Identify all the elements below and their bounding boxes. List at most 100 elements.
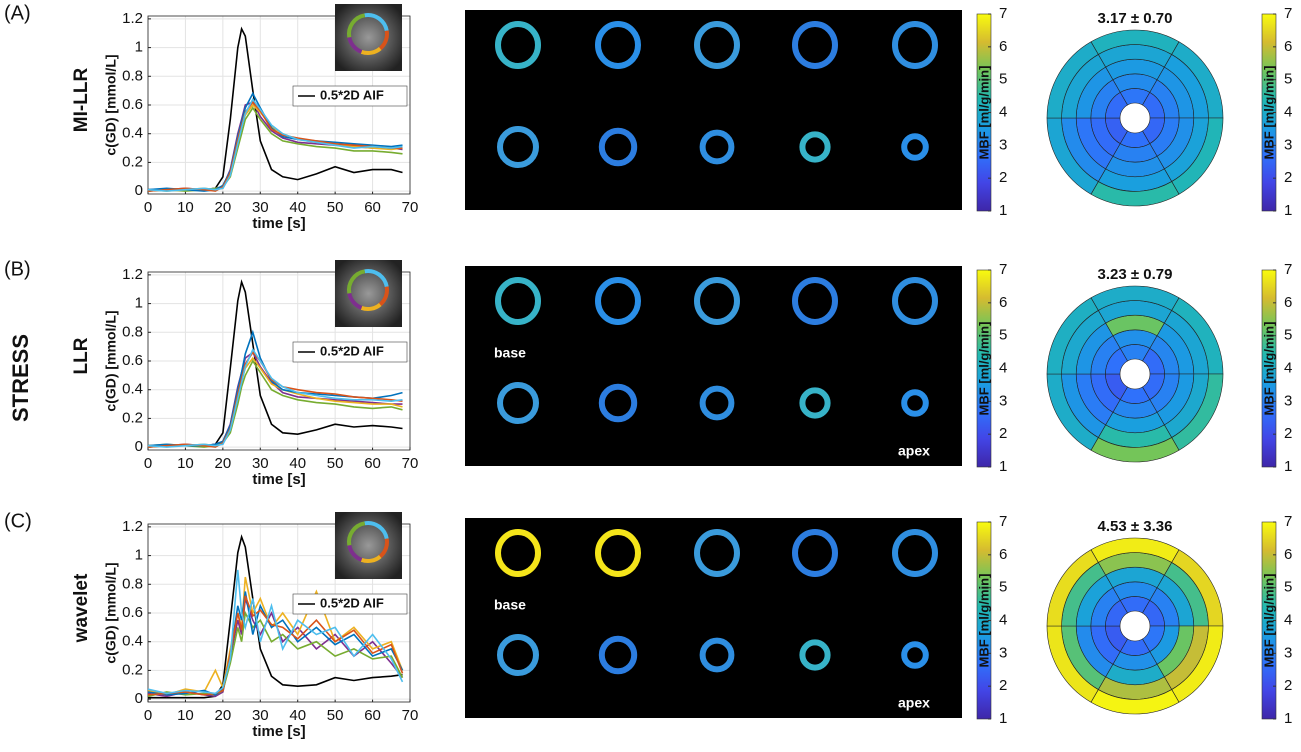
colorbar-label: MBF [ml/g/min]: [1261, 322, 1276, 416]
slice-ring: [901, 389, 929, 417]
colorbar-tick-label: 5: [999, 327, 1007, 344]
colorbar-tick-label: 7: [1284, 5, 1292, 22]
method-label: LLR: [71, 337, 92, 374]
colorbar-tick-label: 5: [1284, 71, 1292, 88]
x-tick-label: 50: [327, 199, 344, 216]
x-tick-label: 60: [364, 707, 381, 724]
y-tick-label: 0.6: [122, 352, 143, 369]
slice-ring: [699, 637, 735, 673]
x-tick-label: 70: [402, 455, 419, 472]
x-tick-label: 40: [289, 707, 306, 724]
slice-ring: [497, 634, 539, 676]
panel-label: (B): [4, 258, 31, 280]
slice-ring: [595, 21, 641, 69]
x-tick-label: 50: [327, 707, 344, 724]
colorbar-tick-label: 3: [1284, 644, 1292, 661]
x-tick-label: 20: [215, 199, 232, 216]
slice-label: apex: [898, 443, 930, 459]
slice-ring: [598, 383, 638, 423]
colorbar-tick-label: 3: [1284, 136, 1292, 153]
slice-ring: [892, 529, 938, 577]
x-tick-label: 0: [144, 199, 152, 216]
slice-ring: [495, 21, 541, 69]
x-axis-label: time [s]: [252, 723, 305, 740]
colorbar-tick-label: 7: [1284, 261, 1292, 278]
colorbar-tick-label: 5: [1284, 579, 1292, 596]
inset-arc: [360, 554, 382, 563]
colorbar-tick-label: 3: [999, 136, 1007, 153]
inset-arc: [360, 302, 382, 311]
x-axis-label: time [s]: [252, 215, 305, 232]
slice-ring: [892, 21, 938, 69]
inset-arc: [378, 30, 389, 51]
colorbar-tick-label: 3: [1284, 392, 1292, 409]
colorbar-tick-label: 2: [1284, 677, 1292, 694]
colorbar-tick-label: 4: [999, 103, 1007, 120]
inset-arc: [347, 544, 363, 562]
y-tick-label: 0.6: [122, 604, 143, 621]
colorbar-tick-label: 2: [999, 425, 1007, 442]
method-label: wavelet: [71, 573, 92, 643]
colorbar-tick-label: 3: [999, 644, 1007, 661]
inset-arc: [347, 292, 363, 310]
y-tick-label: 0.2: [122, 661, 143, 678]
colorbar-tick-label: 1: [1284, 458, 1292, 475]
slice-label: apex: [898, 695, 930, 711]
slice-ring: [495, 529, 541, 577]
colorbar-label: MBF [ml/g/min]: [976, 66, 991, 160]
inset-arc: [364, 13, 389, 32]
group-label: STRESS: [8, 334, 33, 422]
y-tick-label: 0.8: [122, 323, 143, 340]
colorbar-tick-label: 2: [999, 169, 1007, 186]
x-tick-label: 50: [327, 455, 344, 472]
slice-ring: [598, 127, 638, 167]
slice-ring: [497, 382, 539, 424]
legend-label: 0.5*2D AIF: [320, 595, 384, 610]
x-tick-label: 30: [252, 707, 269, 724]
colorbar-tick-label: 6: [999, 38, 1007, 55]
series-line: [147, 97, 403, 192]
colorbar-tick-label: 2: [1284, 425, 1292, 442]
x-tick-label: 20: [215, 455, 232, 472]
slice-panel: [465, 10, 962, 210]
slice-label: base: [494, 597, 526, 613]
bullseye-title: 3.17 ± 0.70: [1098, 10, 1173, 27]
y-tick-label: 0: [135, 690, 143, 707]
colorbar-tick-label: 4: [1284, 103, 1292, 120]
inset-arc: [347, 36, 363, 54]
x-tick-label: 10: [177, 199, 194, 216]
slice-ring: [799, 639, 831, 671]
colorbar-label: MBF [ml/g/min]: [976, 574, 991, 668]
colorbar-tick-label: 6: [1284, 546, 1292, 563]
colorbar-label: MBF [ml/g/min]: [976, 322, 991, 416]
slice-ring: [595, 529, 641, 577]
slice-ring: [694, 277, 740, 325]
method-label: MI-LLR: [71, 68, 92, 133]
colorbar-tick-label: 6: [1284, 38, 1292, 55]
slice-ring: [892, 277, 938, 325]
colorbar-tick-label: 2: [1284, 169, 1292, 186]
y-tick-label: 1.2: [122, 266, 143, 283]
series-line: [147, 576, 404, 696]
colorbar-tick-label: 6: [1284, 294, 1292, 311]
colorbar-tick-label: 6: [999, 546, 1007, 563]
y-tick-label: 0.8: [122, 67, 143, 84]
inset-arc: [347, 521, 366, 546]
y-axis-label: c(GD) [mmol/L]: [103, 310, 119, 411]
inset-arc: [364, 269, 389, 288]
inset-arc: [347, 269, 366, 294]
slice-ring: [699, 385, 735, 421]
series-line: [147, 595, 404, 696]
slice-ring: [595, 277, 641, 325]
colorbar-tick-label: 1: [999, 710, 1007, 727]
x-tick-label: 30: [252, 199, 269, 216]
legend-label: 0.5*2D AIF: [320, 87, 384, 102]
inset-arc: [360, 46, 382, 55]
slice-ring: [694, 21, 740, 69]
colorbar-label: MBF [ml/g/min]: [1261, 574, 1276, 668]
x-tick-label: 0: [144, 455, 152, 472]
colorbar-label: MBF [ml/g/min]: [1261, 66, 1276, 160]
slice-ring: [792, 277, 838, 325]
slice-ring: [792, 21, 838, 69]
